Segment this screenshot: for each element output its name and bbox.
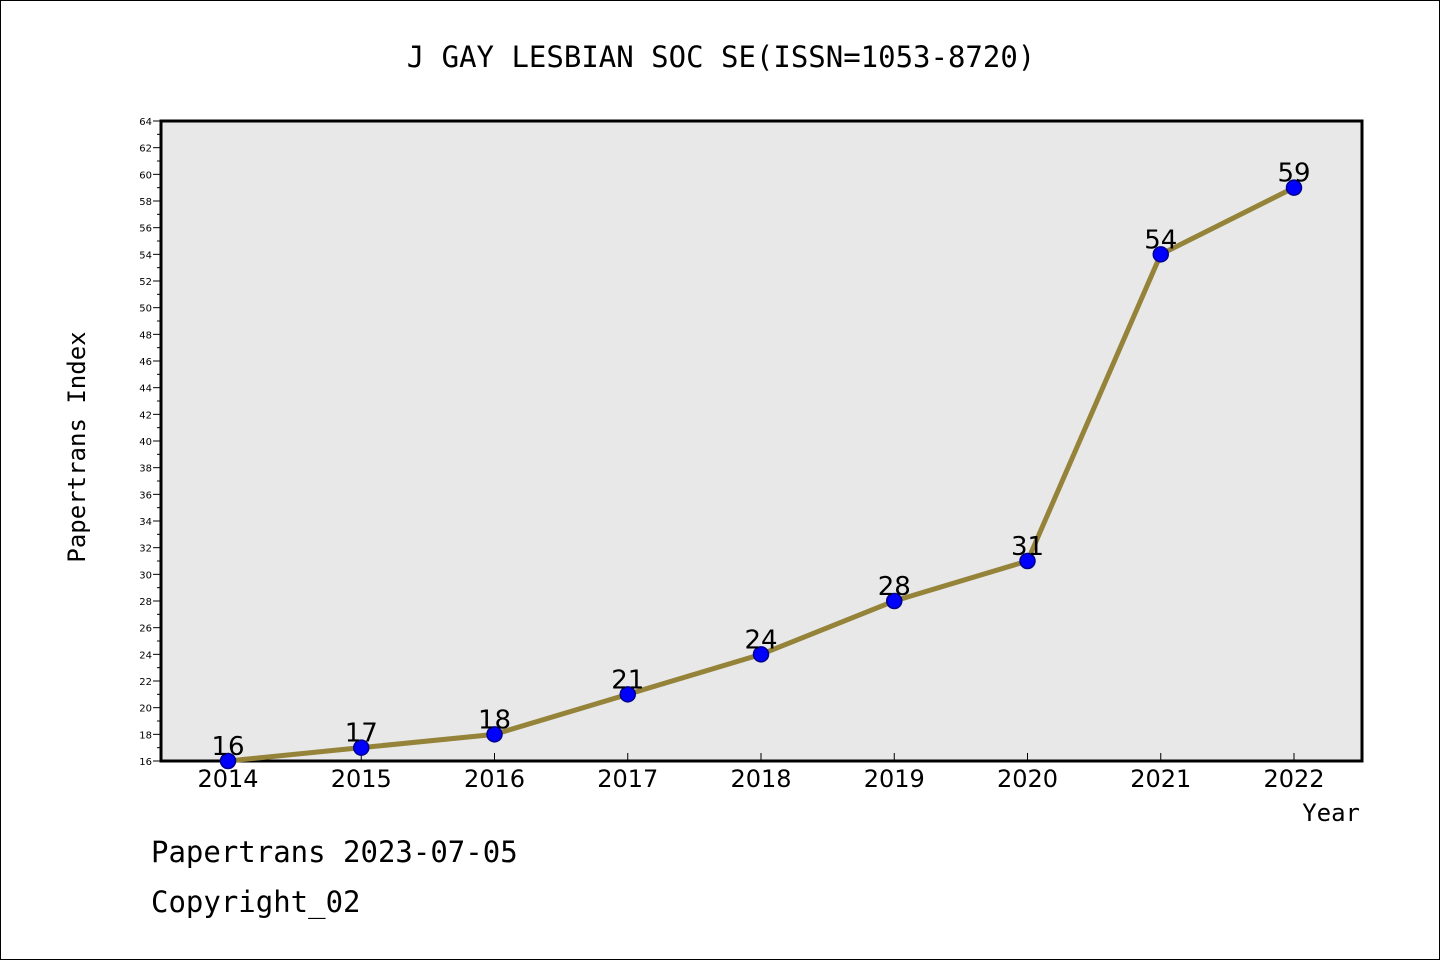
data-point-marker [886,592,903,610]
data-point-marker [486,726,503,743]
footer-date-text: Papertrans 2023-07-05 [151,835,518,869]
data-point-marker [752,646,770,663]
data-point-label: 18 [478,705,511,735]
data-labels: 16 17 18 21 24 28 31 54 59 [211,159,1310,762]
y-tick-label: 26 [139,624,152,635]
x-tick-label: 2016 [464,765,525,793]
y-tick-label: 46 [139,357,152,368]
x-tick-label: 2019 [864,765,925,793]
y-tick-label: 18 [139,730,152,741]
data-series [219,179,1303,770]
y-tick-label: 52 [139,277,152,288]
y-tick-label: 48 [139,330,152,341]
y-axis: 16 18 20 22 24 26 28 30 32 34 36 38 40 42 44 46 48 50 52 54… [139,117,161,768]
data-point-label: 54 [1144,225,1177,255]
x-axis: 2014 2015 2016 2017 2018 2019 2020 2021 2022 [197,753,1325,793]
y-tick-label: 64 [139,117,152,128]
y-tick-label: 30 [139,570,152,581]
y-tick-label: 20 [139,704,152,715]
data-point-label: 28 [878,572,911,602]
x-tick-label: 2020 [997,765,1058,793]
y-tick-label: 36 [139,490,152,501]
y-tick-label: 40 [139,437,152,448]
y-tick-label: 56 [139,224,152,235]
x-tick-label: 2015 [331,765,392,793]
data-point-label: 31 [1011,532,1044,562]
y-tick-label: 60 [139,170,152,181]
x-tick-label: 2014 [197,765,258,793]
data-point-marker [1019,552,1036,570]
data-point-marker [1285,179,1303,196]
data-point-marker [1152,246,1169,263]
data-point-label: 21 [611,665,644,695]
y-tick-label: 44 [139,384,152,395]
y-tick-label: 62 [139,144,152,155]
data-point-marker [353,739,370,756]
y-tick-label: 42 [139,410,152,421]
x-tick-label: 2022 [1263,765,1324,793]
plot-area [159,119,1364,763]
x-tick-label: 2018 [730,765,791,793]
data-point-label: 59 [1277,159,1310,189]
x-tick-label: 2021 [1130,765,1191,793]
y-tick-label: 24 [139,650,152,661]
y-tick-label: 16 [139,757,152,768]
y-tick-label: 28 [139,597,152,608]
data-point-label: 24 [744,625,777,655]
data-point-marker [219,752,237,770]
y-tick-label: 58 [139,197,152,208]
data-point-marker [619,686,636,703]
x-axis-label: Year [1302,799,1360,827]
y-tick-label: 22 [139,677,152,688]
y-tick-label: 32 [139,544,152,555]
y-tick-label: 38 [139,464,152,475]
y-tick-label: 34 [139,517,152,528]
data-point-label: 17 [345,719,378,749]
y-tick-label: 50 [139,304,152,315]
chart-title: J GAY LESBIAN SOC SE(ISSN=1053-8720) [407,40,1036,74]
data-point-label: 16 [211,732,244,762]
footer-copyright-text: Copyright_02 [151,885,361,919]
x-tick-label: 2017 [597,765,658,793]
y-axis-label: Papertrans Index [63,331,91,562]
y-tick-label: 54 [139,250,152,261]
